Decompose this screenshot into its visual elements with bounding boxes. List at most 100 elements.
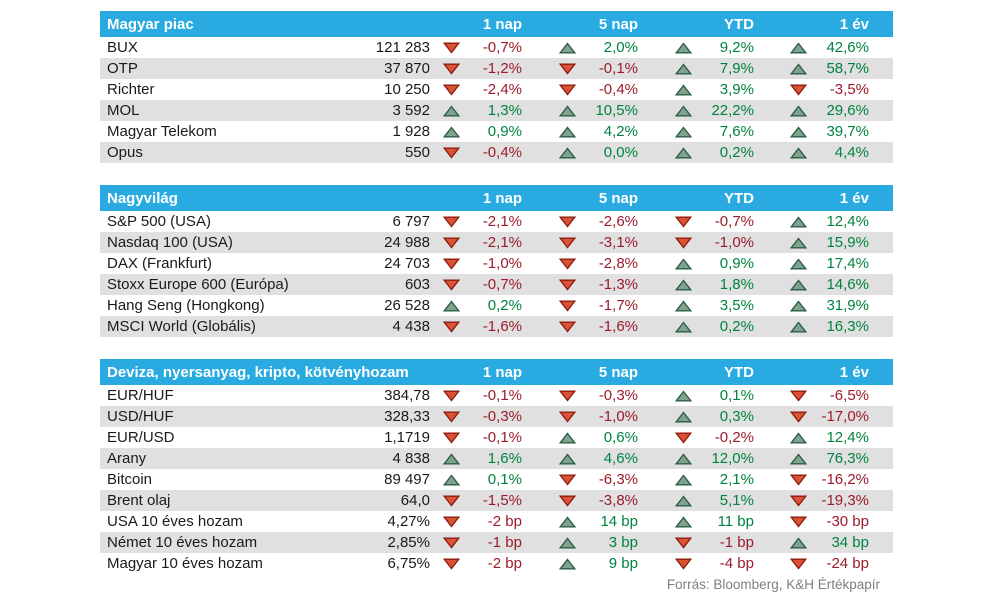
change-cell: 14,6% xyxy=(778,274,893,295)
instrument-name: EUR/HUF xyxy=(107,387,174,404)
change-cell: -1,0% xyxy=(430,253,546,274)
down-triangle-icon xyxy=(443,390,460,402)
change-value: -1 bp xyxy=(487,534,522,551)
change-indicator: -2,8% xyxy=(546,253,662,274)
instrument-value: 6,75% xyxy=(387,555,430,572)
down-triangle-icon xyxy=(443,42,460,54)
change-cell: -1,5% xyxy=(430,490,546,511)
change-indicator: 0,1% xyxy=(430,469,546,490)
change-indicator: -0,7% xyxy=(430,274,546,295)
change-value: 29,6% xyxy=(826,102,869,119)
down-triangle-icon xyxy=(675,537,692,549)
column-header: 1 nap xyxy=(430,359,546,385)
instrument-value: 603 xyxy=(404,276,430,293)
change-indicator: -0,2% xyxy=(662,427,778,448)
column-header: 5 nap xyxy=(546,185,662,211)
change-value: -1 bp xyxy=(719,534,754,551)
change-value: -3,8% xyxy=(598,492,638,509)
change-value: 3 bp xyxy=(608,534,638,551)
change-cell: 4,2% xyxy=(546,121,662,142)
instrument-value: 4 838 xyxy=(392,450,430,467)
instrument-name: Richter xyxy=(107,81,155,98)
table-row: Opus 550 -0,4% 0,0% 0,2% 4,4% xyxy=(100,142,893,163)
change-cell: -1,0% xyxy=(546,406,662,427)
change-value: 9,2% xyxy=(719,39,754,56)
change-value: 14,6% xyxy=(826,276,869,293)
change-indicator: -2 bp xyxy=(430,553,546,574)
change-cell: 4,4% xyxy=(778,142,893,163)
down-triangle-icon xyxy=(790,390,807,402)
change-cell: 12,0% xyxy=(662,448,778,469)
change-cell: 3,9% xyxy=(662,79,778,100)
down-triangle-icon xyxy=(675,432,692,444)
change-value: 58,7% xyxy=(826,60,869,77)
change-indicator: 3 bp xyxy=(546,532,662,553)
change-indicator: -1,0% xyxy=(546,406,662,427)
down-triangle-icon xyxy=(559,258,576,270)
instrument-name: Bitcoin xyxy=(107,471,153,488)
table-row: Brent olaj 64,0 -1,5% -3,8% 5,1% -19,3% xyxy=(100,490,893,511)
change-value: -1,0% xyxy=(714,234,754,251)
table-row: Bitcoin 89 497 0,1% -6,3% 2,1% -16,2% xyxy=(100,469,893,490)
change-cell: -1,0% xyxy=(662,232,778,253)
column-header: YTD xyxy=(662,359,778,385)
change-value: 76,3% xyxy=(826,450,869,467)
instrument-value: 1,1719 xyxy=(384,429,430,446)
change-indicator: 0,2% xyxy=(662,316,778,337)
down-triangle-icon xyxy=(559,63,576,75)
instrument-name: Magyar 10 éves hozam xyxy=(107,555,263,572)
change-indicator: -17,0% xyxy=(778,406,893,427)
change-cell: 0,0% xyxy=(546,142,662,163)
change-cell: 0,2% xyxy=(662,142,778,163)
change-cell: -3,5% xyxy=(778,79,893,100)
change-value: -6,5% xyxy=(829,387,869,404)
instrument-name: Opus xyxy=(107,144,143,161)
up-triangle-icon xyxy=(443,104,460,117)
change-value: -4 bp xyxy=(719,555,754,572)
change-value: -0,7% xyxy=(482,276,522,293)
change-cell: 3,5% xyxy=(662,295,778,316)
change-indicator: 4,4% xyxy=(778,142,893,163)
change-value: 4,2% xyxy=(603,123,638,140)
up-triangle-icon xyxy=(790,431,807,444)
up-triangle-icon xyxy=(559,557,576,570)
change-indicator: -0,4% xyxy=(546,79,662,100)
table-row: Richter 10 250 -2,4% -0,4% 3,9% -3,5% xyxy=(100,79,893,100)
up-triangle-icon xyxy=(790,215,807,228)
up-triangle-icon xyxy=(675,410,692,423)
change-indicator: 10,5% xyxy=(546,100,662,121)
up-triangle-icon xyxy=(675,452,692,465)
change-value: -19,3% xyxy=(821,492,869,509)
change-cell: 3 bp xyxy=(546,532,662,553)
up-triangle-icon xyxy=(559,125,576,138)
change-indicator: -0,1% xyxy=(546,58,662,79)
change-value: -6,3% xyxy=(598,471,638,488)
up-triangle-icon xyxy=(443,473,460,486)
change-indicator: -6,5% xyxy=(778,385,893,406)
change-indicator: -1 bp xyxy=(662,532,778,553)
up-triangle-icon xyxy=(790,257,807,270)
instrument-value: 4,27% xyxy=(387,513,430,530)
change-indicator: -16,2% xyxy=(778,469,893,490)
change-cell: -2,6% xyxy=(546,211,662,232)
change-value: 2,1% xyxy=(719,471,754,488)
change-value: -2,1% xyxy=(482,234,522,251)
instrument-name: MOL xyxy=(107,102,140,119)
down-triangle-icon xyxy=(559,216,576,228)
change-cell: -1,2% xyxy=(430,58,546,79)
change-value: -16,2% xyxy=(821,471,869,488)
up-triangle-icon xyxy=(790,146,807,159)
column-header: 1 nap xyxy=(430,11,546,37)
change-value: 22,2% xyxy=(711,102,754,119)
column-header: 1 év xyxy=(778,185,893,211)
change-value: 1,6% xyxy=(487,450,522,467)
up-triangle-icon xyxy=(559,515,576,528)
change-value: 12,0% xyxy=(711,450,754,467)
instrument-value: 2,85% xyxy=(387,534,430,551)
table-row: Magyar Telekom 1 928 0,9% 4,2% 7,6% 39,7% xyxy=(100,121,893,142)
change-cell: 0,6% xyxy=(546,427,662,448)
down-triangle-icon xyxy=(443,411,460,423)
change-indicator: 76,3% xyxy=(778,448,893,469)
change-indicator: 0,3% xyxy=(662,406,778,427)
change-value: 17,4% xyxy=(826,255,869,272)
